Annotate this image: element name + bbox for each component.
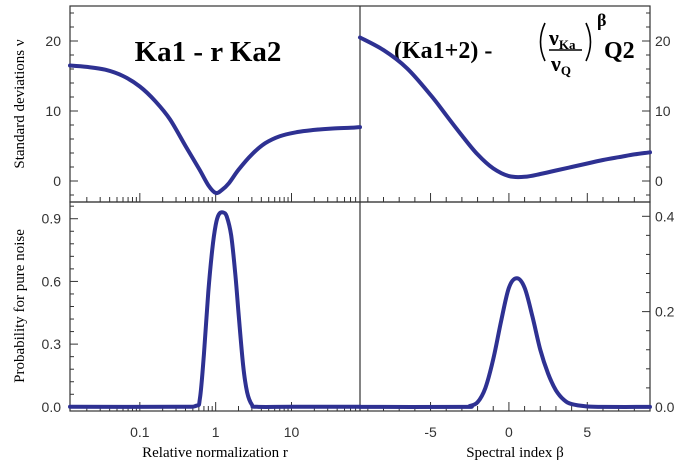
axis-ticks	[70, 12, 651, 411]
data-curves	[68, 35, 652, 409]
curve-bottom-right	[358, 276, 652, 409]
curve-top-right	[358, 35, 652, 180]
y-axis-title-top: Standard deviations ν	[12, 39, 28, 168]
x-axis-title-left: Relative normalization r	[142, 445, 288, 461]
x-tick-label: 0.1	[130, 424, 150, 440]
x-tick-label: 1	[212, 424, 220, 440]
x-axis-title-right: Spectral index β	[466, 445, 564, 461]
curve-top-left	[68, 63, 362, 196]
x-tick-label: 0	[505, 424, 513, 440]
formula-right-paren	[585, 22, 592, 62]
formula-numerator: νKa	[548, 25, 576, 52]
y-tick-label: 0.6	[42, 273, 62, 289]
y-tick-label: 10	[45, 103, 61, 119]
formula-label-right: (Ka1+2) - νKa νQ β Q2	[394, 10, 635, 78]
y-tick-label: 0.2	[655, 304, 675, 320]
y-tick-label: 0	[655, 173, 663, 189]
y-tick-label: 0.4	[655, 208, 675, 224]
formula-tail: Q2	[604, 38, 635, 64]
formula-label-left: Ka1 - r Ka2	[135, 36, 282, 68]
tick-labels: 0.1 1 10 -5 0 5 0 10 20 0 10 20 0.0 0.3 0.6 0.9 0.0 0.2 0.…	[42, 33, 675, 440]
y-tick-label: 20	[655, 33, 671, 49]
y-tick-label: 20	[45, 33, 61, 49]
y-tick-label: 0.0	[655, 399, 675, 415]
formula-denominator: νQ	[550, 51, 571, 78]
x-tick-label: 5	[583, 424, 591, 440]
y-tick-label: 0.9	[42, 211, 62, 227]
y-tick-label: 0.3	[42, 336, 62, 352]
curve-bottom-left	[68, 210, 362, 409]
formula-exponent: β	[597, 10, 606, 30]
y-tick-label: 0.0	[42, 399, 62, 415]
y-tick-label: 10	[655, 103, 671, 119]
y-axis-title-bottom: Probability for pure noise	[12, 229, 28, 383]
formula-head: (Ka1+2) -	[394, 38, 492, 64]
formula-left-paren	[539, 22, 546, 62]
x-tick-label: 10	[284, 424, 300, 440]
x-tick-label: -5	[424, 424, 437, 440]
y-tick-label: 0	[53, 173, 61, 189]
